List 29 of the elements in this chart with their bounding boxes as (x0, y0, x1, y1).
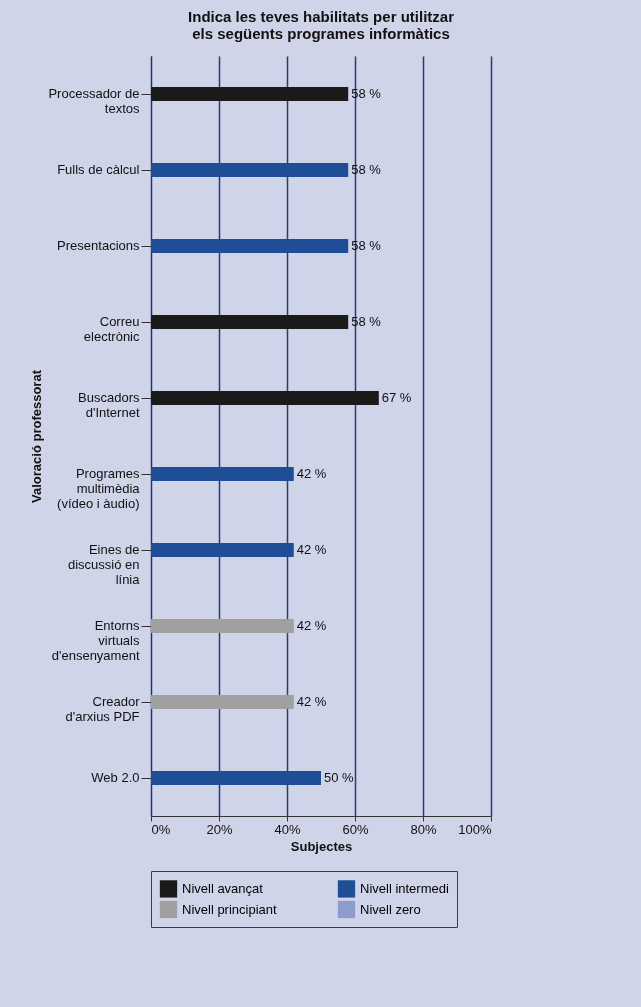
y-tick-label: Entorns virtuals d'ensenyament (51, 618, 140, 663)
x-tick-label: 0% (151, 821, 171, 837)
y-tick-label: Processador de textos (48, 86, 140, 116)
x-axis-title: Subjectes (290, 838, 353, 854)
legend-label: Nivell zero (360, 901, 421, 917)
y-tick-label: Eines de discussió en línia (67, 542, 141, 587)
y-tick-label: Creador d'arxius PDF (65, 694, 141, 724)
data-label: 42 % (296, 466, 327, 481)
y-tick-label: Programes multimèdia (vídeo i àudio) (57, 466, 141, 511)
data-label: 42 % (296, 542, 327, 557)
legend-label: Nivell principiant (182, 901, 278, 917)
y-axis-title: Valoració professorat (29, 369, 45, 503)
x-tick-label: 40% (274, 821, 301, 837)
data-label: 42 % (296, 618, 327, 633)
legend-label: Nivell intermedi (360, 880, 449, 896)
y-tick-label: Web 2.0 (91, 770, 140, 785)
data-label: 50 % (324, 770, 355, 785)
y-tick-label: Presentacions (57, 238, 140, 253)
legend-label: Nivell avançat (182, 880, 264, 896)
y-tick-label: Correu electrònic (83, 314, 140, 344)
chart-title: Indica les teves habilitats per utilitzar els següents programes informàtics (188, 8, 455, 42)
y-tick-label: Fulls de càlcul (57, 162, 140, 177)
data-label: 42 % (296, 694, 327, 709)
x-tick-label: 60% (342, 821, 369, 837)
x-tick-label: 80% (410, 821, 437, 837)
x-tick-label: 100% (458, 821, 492, 837)
data-label: 67 % (381, 390, 412, 405)
x-tick-label: 20% (206, 821, 233, 837)
y-tick-label: Buscadors d'Internet (78, 390, 140, 420)
